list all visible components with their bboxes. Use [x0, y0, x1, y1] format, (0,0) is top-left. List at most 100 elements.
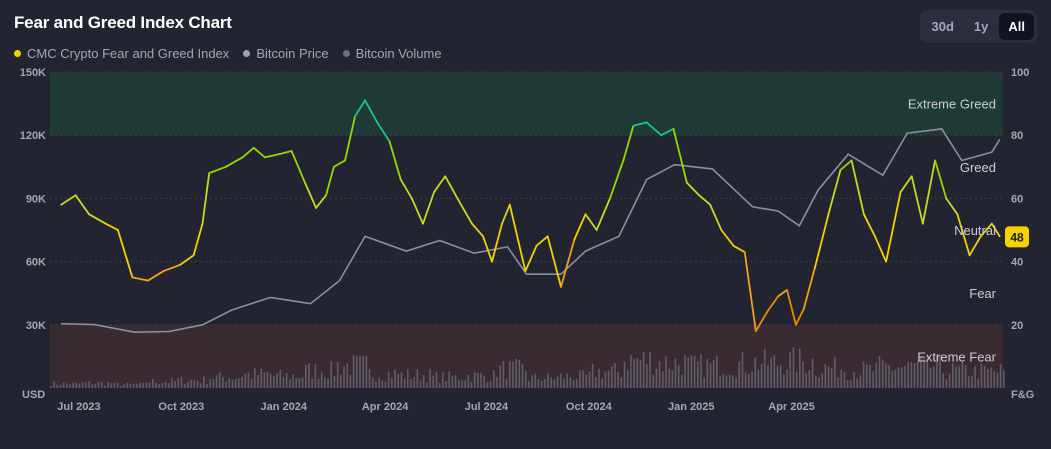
fear-greed-segment [263, 153, 281, 159]
legend-bitcoin-volume-label: Bitcoin Volume [355, 46, 442, 61]
range-1y-button[interactable]: 1y [973, 19, 989, 34]
fear-greed-segment [60, 194, 77, 206]
fear-greed-segment [88, 213, 107, 225]
volume-bar [735, 377, 737, 388]
volume-bar [212, 379, 215, 388]
volume-bar [741, 352, 744, 388]
fear-greed-segment [921, 159, 936, 225]
volume-bar [872, 371, 874, 388]
volume-bar [846, 380, 849, 388]
volume-bar [279, 369, 282, 388]
fear-greed-segment [147, 270, 165, 282]
volume-bar [709, 363, 712, 388]
x-axis-tick: Oct 2023 [158, 401, 204, 413]
volume-bar [553, 379, 556, 388]
right-axis-tick: 80 [1011, 130, 1023, 142]
volume-bar [652, 374, 654, 388]
volume-bar [457, 380, 460, 388]
volume-bar [362, 356, 364, 388]
volume-bar [448, 371, 451, 388]
volume-bar [834, 356, 836, 388]
legend-fear-greed[interactable]: CMC Crypto Fear and Greed Index [14, 46, 229, 61]
volume-bar [862, 361, 865, 388]
zone-label: Neutral [954, 223, 996, 238]
volume-bar [531, 375, 533, 388]
volume-bar [327, 378, 329, 388]
fear-greed-segment [344, 115, 356, 162]
volume-bar [183, 384, 186, 388]
fear-greed-segment [388, 140, 402, 181]
volume-bar [598, 368, 600, 388]
volume-bar [700, 354, 702, 388]
volume-bar [582, 370, 584, 388]
volume-bar [610, 366, 613, 388]
volume-bar [971, 375, 973, 388]
volume-bar [827, 366, 830, 388]
fear-greed-segment [117, 229, 134, 279]
volume-bar [703, 377, 705, 388]
volume-bar [811, 358, 814, 388]
volume-bar [540, 380, 543, 388]
volume-bar [904, 365, 906, 388]
volume-bar [174, 381, 176, 388]
fear-greed-segment [609, 159, 625, 200]
volume-bar [304, 364, 307, 388]
volume-bar [273, 375, 275, 388]
volume-bar [655, 368, 658, 388]
zone-label: Fear [969, 286, 996, 301]
range-all-button[interactable]: All [999, 13, 1034, 40]
volume-bar [559, 373, 562, 388]
legend-bitcoin-price[interactable]: Bitcoin Price [243, 46, 329, 61]
legend-bitcoin-volume[interactable]: Bitcoin Volume [342, 46, 442, 61]
volume-bar [333, 376, 336, 388]
volume-bar [623, 361, 626, 388]
volume-bar [728, 374, 731, 388]
volume-bar [139, 382, 141, 388]
volume-bar [340, 374, 342, 388]
range-30d-button[interactable]: 30d [931, 19, 954, 34]
volume-bar [913, 363, 916, 388]
volume-bar [620, 377, 623, 388]
right-axis-tick: 60 [1011, 193, 1023, 205]
right-axis-tick: 100 [1011, 67, 1029, 79]
fear-greed-segment [491, 222, 503, 263]
volume-bar [607, 370, 610, 388]
fear-greed-segment [874, 235, 888, 263]
volume-bar [697, 361, 699, 388]
volume-bar [375, 381, 377, 388]
volume-bar [518, 359, 521, 388]
x-axis-tick: Oct 2024 [566, 401, 613, 413]
fear-greed-segment [456, 197, 473, 225]
fear-greed-segment [813, 210, 831, 269]
volume-bar [384, 381, 387, 388]
volume-bar [429, 369, 431, 388]
volume-bar [907, 361, 909, 388]
volume-bar [432, 375, 435, 388]
legend-bitcoin-price-dot [243, 50, 251, 57]
volume-bar [199, 382, 202, 388]
volume-bar [400, 372, 403, 388]
volume-bar [626, 370, 629, 388]
volume-bar [477, 372, 479, 388]
fear-greed-segment [979, 222, 993, 238]
volume-bar [215, 375, 218, 388]
volume-bar [142, 382, 145, 388]
volume-bar [289, 379, 291, 388]
volume-bar [869, 364, 871, 388]
volume-bar [158, 384, 160, 388]
volume-bar [151, 379, 154, 388]
volume-bar [330, 361, 333, 388]
fear-greed-segment [934, 159, 948, 200]
volume-bar [324, 377, 326, 388]
volume-bar [952, 363, 954, 388]
fear-greed-segment [828, 169, 842, 212]
volume-bar [916, 360, 919, 388]
volume-bar [556, 376, 559, 388]
volume-bar [406, 369, 409, 388]
fear-greed-segment [754, 311, 768, 333]
chart-legend: CMC Crypto Fear and Greed Index Bitcoin … [14, 46, 442, 61]
x-axis-tick: Jul 2023 [57, 401, 100, 413]
volume-bar [365, 355, 368, 388]
fear-greed-segment [192, 222, 204, 257]
